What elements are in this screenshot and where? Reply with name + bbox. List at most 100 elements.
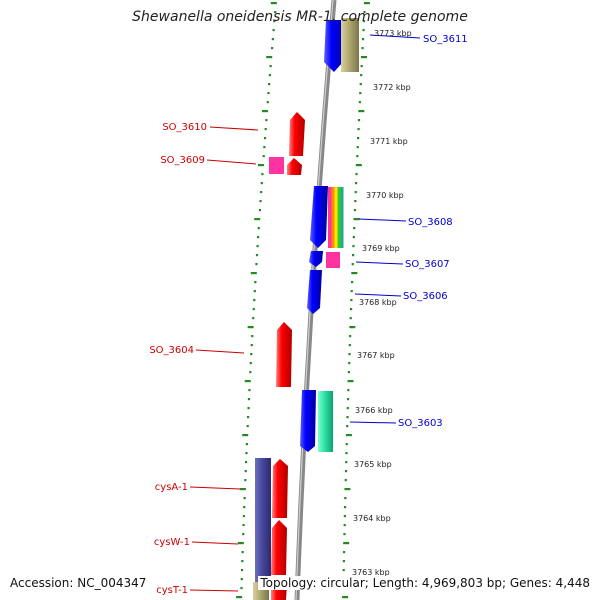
tick-mark [236,596,243,599]
leader-cysa1 [189,486,241,490]
kbp-label-3770: 3770 kbp [366,191,404,200]
kbp-label-3768: 3768 kbp [359,298,397,307]
tick-mark [260,191,263,194]
leader-so3611 [369,34,421,39]
leader-so3607 [355,261,404,265]
tick-mark [344,488,351,491]
gene-cysw1-arrow[interactable] [271,520,287,575]
label-so3604[interactable]: SO_3604 [149,345,194,356]
gene-cysa1-arrow[interactable] [272,459,288,518]
leader-cyst1 [189,589,239,592]
tick-mark [347,371,351,374]
tick-mark [265,119,268,122]
tick-mark [342,551,346,554]
label-so3610[interactable]: SO_3610 [162,122,207,133]
tick-mark [250,272,257,275]
label-so3609[interactable]: SO_3609 [160,155,205,166]
tick-mark [254,218,261,221]
tick-mark [250,344,253,347]
gene-so3608-arrow[interactable] [310,186,328,248]
tick-mark [255,254,259,257]
tick-mark [353,209,357,212]
gene-so3607-magenta [326,252,340,268]
gene-so3608-stripe-green [337,187,341,248]
tick-mark [358,101,361,104]
tick-mark [354,200,357,203]
tick-mark [262,155,265,158]
tick-mark [255,263,258,266]
tick-mark [352,245,355,248]
label-so3607[interactable]: SO_3607 [405,259,450,270]
tick-mark [258,209,262,212]
tick-mark [344,470,348,473]
tick-mark [252,308,255,311]
label-cysw1[interactable]: cysW-1 [154,537,190,548]
kbp-label-3767: 3767 kbp [357,351,395,360]
tick-mark [243,497,246,500]
tick-mark [346,398,350,401]
tick-mark [345,461,348,464]
tick-mark [349,317,352,320]
tick-mark [352,254,355,257]
gene-so3607-arrow[interactable] [309,251,323,267]
gene-so3603-aqua [318,391,333,452]
tick-mark [248,389,251,392]
gene-so3604-arrow[interactable] [276,322,292,387]
tick-mark [360,74,363,77]
tick-mark [343,524,346,527]
leader-so3604 [195,349,245,354]
tick-mark [268,74,271,77]
tick-mark [244,461,248,464]
label-so3603[interactable]: SO_3603 [398,418,443,429]
tick-mark [240,587,243,590]
gene-so3608-stripe-orange [331,187,335,248]
tick-mark [363,11,366,14]
tick-mark [247,326,254,329]
tick-mark [342,596,349,599]
tick-mark [241,551,244,554]
tick-mark [359,83,362,86]
tick-mark [244,470,247,473]
tick-mark [355,164,362,167]
gene-so3606-arrow[interactable] [307,270,322,314]
left-tick-ring [236,2,277,599]
tick-mark [266,56,273,59]
gene-so3603-arrow[interactable] [300,390,316,452]
tick-mark [260,182,263,185]
gene-so3609-arrow[interactable] [287,158,302,175]
tick-mark [247,416,250,419]
tick-mark [348,353,351,356]
tick-mark [358,110,365,113]
tick-mark [344,497,347,500]
tick-mark [245,443,248,446]
tick-mark [357,137,360,140]
label-cysa1[interactable]: cysA-1 [155,482,188,493]
kbp-label-3771: 3771 kbp [370,137,408,146]
gene-so3611-arrow[interactable] [324,20,345,72]
kbp-label-3766: 3766 kbp [355,406,393,415]
tick-mark [352,236,355,239]
tick-mark [261,173,264,176]
tick-mark [348,362,351,365]
tick-mark [250,353,253,356]
tick-mark [269,65,272,68]
leader-so3609 [206,159,257,165]
tick-mark [242,533,245,536]
map-title: Shewanella oneidensis MR-1, complete gen… [132,9,468,25]
label-so3608[interactable]: SO_3608 [408,217,453,228]
label-so3606[interactable]: SO_3606 [403,291,448,302]
tick-mark [261,110,268,113]
tick-mark [266,101,269,104]
label-so3611[interactable]: SO_3611 [423,34,468,45]
tick-mark [343,533,346,536]
tick-mark [355,173,358,176]
topology-text: Topology: circular; Length: 4,969,803 bp… [258,576,592,590]
label-cyst1[interactable]: cysT-1 [156,585,188,596]
tick-mark [346,407,349,410]
tick-mark [274,11,277,14]
tick-mark [253,299,256,302]
tick-mark [239,488,246,491]
tick-mark [252,317,255,320]
gene-so3610-arrow[interactable] [289,112,305,156]
